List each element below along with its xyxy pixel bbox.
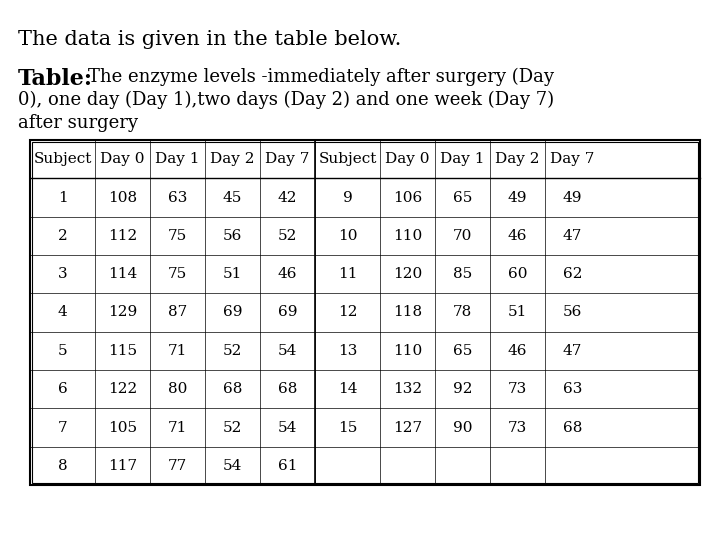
Text: 115: 115: [108, 344, 137, 358]
Text: 7: 7: [58, 421, 67, 435]
Text: 87: 87: [168, 306, 187, 320]
Text: 77: 77: [168, 459, 187, 473]
Text: 92: 92: [453, 382, 472, 396]
Text: 69: 69: [278, 306, 297, 320]
Bar: [30, 140, 700, 485]
Text: 4: 4: [58, 306, 68, 320]
Text: 49: 49: [563, 191, 582, 205]
Text: 52: 52: [278, 229, 297, 243]
Text: after surgery: after surgery: [18, 114, 138, 132]
Text: 90: 90: [453, 421, 472, 435]
Text: 56: 56: [222, 229, 242, 243]
Text: 71: 71: [168, 421, 187, 435]
Text: 56: 56: [563, 306, 582, 320]
Text: 9: 9: [343, 191, 352, 205]
Text: 65: 65: [453, 191, 472, 205]
Text: 5: 5: [58, 344, 67, 358]
Text: 110: 110: [393, 344, 422, 358]
Text: 78: 78: [453, 306, 472, 320]
Text: 80: 80: [168, 382, 187, 396]
Text: 73: 73: [508, 382, 527, 396]
Text: 118: 118: [393, 306, 422, 320]
Text: 12: 12: [338, 306, 357, 320]
Text: 62: 62: [563, 267, 582, 281]
Text: 51: 51: [222, 267, 242, 281]
Text: 120: 120: [393, 267, 422, 281]
Text: 129: 129: [108, 306, 137, 320]
Text: Day 0: Day 0: [385, 152, 430, 166]
Text: Day 2: Day 2: [495, 152, 540, 166]
Text: Table:: Table:: [18, 68, 93, 90]
Text: 54: 54: [222, 459, 242, 473]
Text: 68: 68: [278, 382, 297, 396]
Text: 13: 13: [338, 344, 357, 358]
Text: 42: 42: [278, 191, 297, 205]
Text: 112: 112: [108, 229, 137, 243]
Text: 51: 51: [508, 306, 527, 320]
Text: 68: 68: [563, 421, 582, 435]
Text: 52: 52: [222, 344, 242, 358]
Text: 105: 105: [108, 421, 137, 435]
Text: 0), one day (Day 1),two days (Day 2) and one week (Day 7): 0), one day (Day 1),two days (Day 2) and…: [18, 91, 554, 109]
Text: 52: 52: [222, 421, 242, 435]
Text: 63: 63: [563, 382, 582, 396]
Text: 127: 127: [393, 421, 422, 435]
Text: 70: 70: [453, 229, 472, 243]
Text: 47: 47: [563, 229, 582, 243]
Text: Day 1: Day 1: [156, 152, 199, 166]
Text: 60: 60: [508, 267, 527, 281]
Text: 73: 73: [508, 421, 527, 435]
Text: 122: 122: [108, 382, 137, 396]
Text: 117: 117: [108, 459, 137, 473]
Text: 2: 2: [58, 229, 68, 243]
Text: Day 7: Day 7: [550, 152, 595, 166]
Text: 106: 106: [393, 191, 422, 205]
Text: 10: 10: [338, 229, 357, 243]
Text: 54: 54: [278, 421, 297, 435]
Text: Subject: Subject: [33, 152, 91, 166]
Text: 132: 132: [393, 382, 422, 396]
Text: 47: 47: [563, 344, 582, 358]
Text: Day 7: Day 7: [265, 152, 310, 166]
Text: The data is given in the table below.: The data is given in the table below.: [18, 30, 401, 49]
Text: 63: 63: [168, 191, 187, 205]
Text: 1: 1: [58, 191, 68, 205]
Text: 45: 45: [222, 191, 242, 205]
Text: 68: 68: [222, 382, 242, 396]
Text: 108: 108: [108, 191, 137, 205]
Text: Day 1: Day 1: [440, 152, 485, 166]
Text: 61: 61: [278, 459, 297, 473]
Text: Day 0: Day 0: [100, 152, 145, 166]
Text: 6: 6: [58, 382, 68, 396]
Text: 3: 3: [58, 267, 67, 281]
Text: 69: 69: [222, 306, 242, 320]
Text: 65: 65: [453, 344, 472, 358]
Text: 46: 46: [278, 267, 297, 281]
Text: 11: 11: [338, 267, 357, 281]
Text: 49: 49: [508, 191, 527, 205]
Text: 54: 54: [278, 344, 297, 358]
Text: 75: 75: [168, 267, 187, 281]
Text: 8: 8: [58, 459, 67, 473]
Text: Subject: Subject: [318, 152, 377, 166]
Text: 46: 46: [508, 344, 527, 358]
Bar: [32, 142, 698, 483]
Text: 75: 75: [168, 229, 187, 243]
Text: 85: 85: [453, 267, 472, 281]
Text: 15: 15: [338, 421, 357, 435]
Text: 114: 114: [108, 267, 137, 281]
Text: 46: 46: [508, 229, 527, 243]
Text: 71: 71: [168, 344, 187, 358]
Text: The enzyme levels -immediately after surgery (Day: The enzyme levels -immediately after sur…: [88, 68, 554, 86]
Text: Day 2: Day 2: [210, 152, 255, 166]
Text: 110: 110: [393, 229, 422, 243]
Text: 14: 14: [338, 382, 357, 396]
